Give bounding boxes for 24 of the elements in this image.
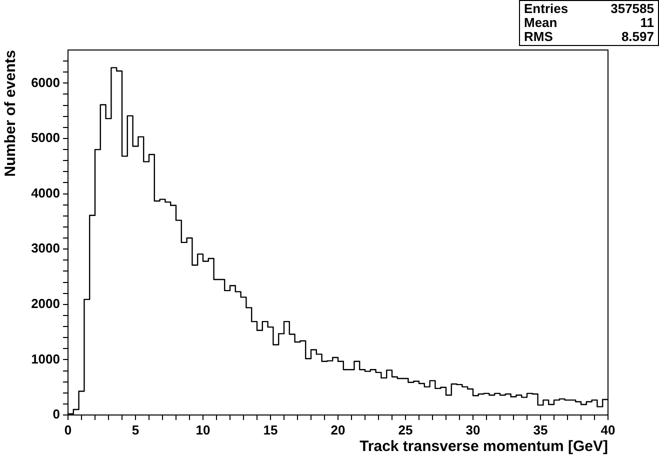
x-tick-label: 20 — [330, 422, 346, 438]
x-tick-label: 35 — [533, 422, 548, 438]
x-tick-label: 40 — [600, 422, 616, 438]
x-axis-title: Track transverse momentum [GeV] — [360, 438, 608, 456]
y-tick-label: 5000 — [31, 130, 60, 146]
text: RMS — [524, 29, 553, 44]
y-tick-label: 0 — [52, 406, 60, 422]
y-tick-label: 1000 — [31, 351, 60, 366]
x-tick-label: 10 — [196, 422, 210, 438]
text: 8.597 — [621, 29, 654, 44]
text: 357585 — [610, 1, 654, 16]
x-tick-label: 30 — [466, 422, 480, 438]
y-tick-label: 3000 — [31, 240, 60, 256]
x-tick-label: 25 — [398, 422, 413, 438]
y-tick-label: 6000 — [31, 74, 60, 90]
y-axis-title: Number of events — [2, 50, 20, 177]
x-tick-label: 15 — [263, 422, 278, 438]
text: 11 — [640, 15, 654, 30]
x-tick-label: 0 — [64, 422, 72, 438]
text: Mean — [524, 15, 558, 30]
y-tick-label: 4000 — [31, 185, 60, 200]
x-tick-label: 5 — [132, 422, 140, 438]
y-tick-label: 2000 — [31, 296, 60, 311]
text: Entries — [524, 1, 568, 16]
